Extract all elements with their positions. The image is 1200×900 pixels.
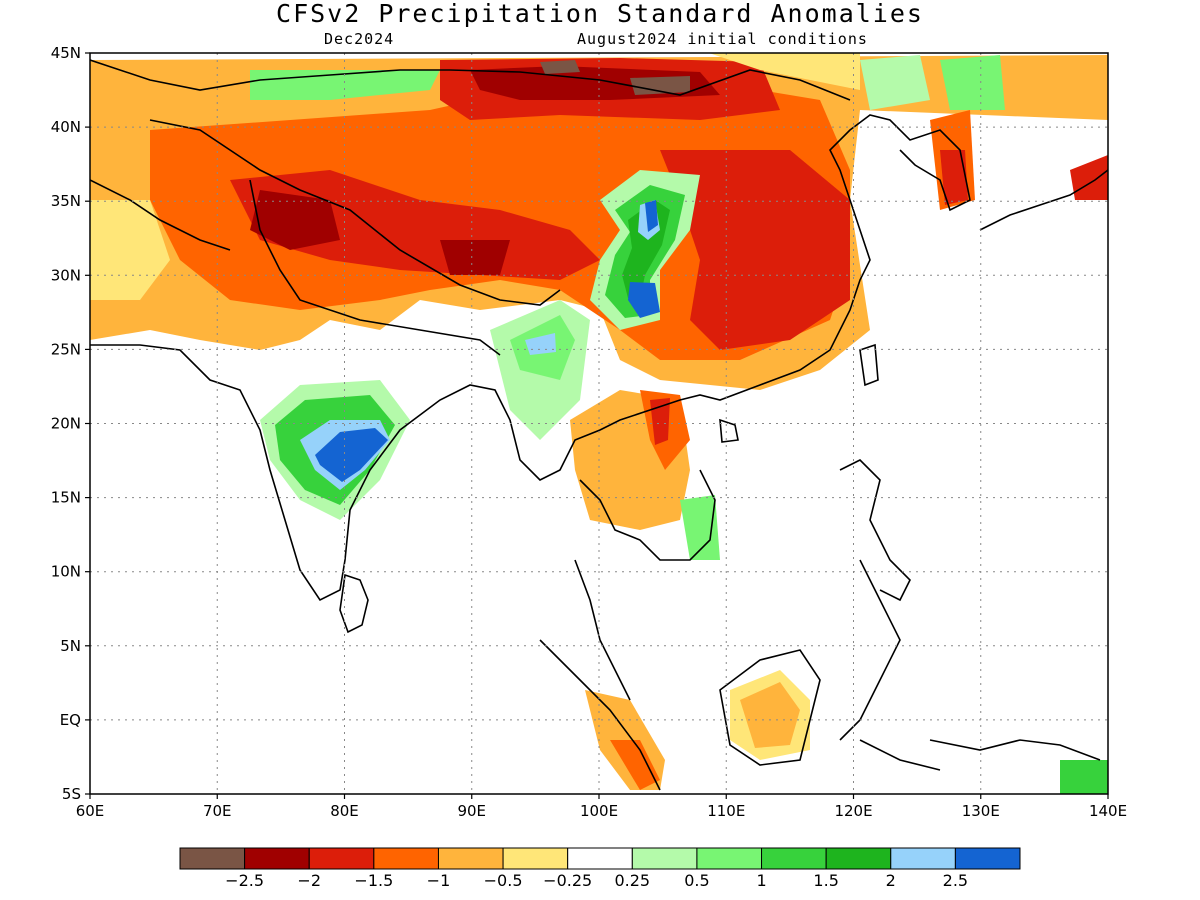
colorbar-swatch — [696, 847, 763, 870]
latitude-axis: 45N 40N 35N 30N 25N 20N 15N 10N 5N EQ 5S — [51, 44, 81, 803]
lon-tick-label: 110E — [707, 802, 745, 820]
lat-tick-label: 25N — [51, 340, 81, 358]
colorbar-swatch — [373, 847, 439, 870]
initial-conditions-label: August2024 initial conditions — [577, 30, 868, 48]
colorbar-swatch — [890, 847, 956, 870]
colorbar-swatch — [244, 847, 310, 870]
lat-lon-grid — [90, 53, 1108, 794]
lat-tick-label: 40N — [51, 118, 81, 136]
lat-tick-label: 15N — [51, 489, 81, 507]
chart-title: CFSv2 Precipitation Standard Anomalies — [276, 0, 924, 28]
colorbar — [179, 847, 1021, 870]
longitude-tick-marks — [89, 794, 1109, 799]
colorbar-tick-label: −1 — [427, 871, 451, 890]
colorbar-tick-label: 1 — [756, 871, 766, 890]
colorbar-swatch — [825, 847, 892, 870]
forecast-month-label: Dec2024 — [324, 30, 395, 48]
coastlines — [90, 59, 1108, 791]
lat-tick-label: 45N — [51, 44, 81, 62]
colorbar-tick-label: 2 — [886, 871, 896, 890]
map-plot-area — [90, 53, 1108, 794]
lon-tick-label: 80E — [330, 802, 359, 820]
colorbar-swatch — [308, 847, 375, 870]
colorbar-tick-label: −2 — [297, 871, 321, 890]
colorbar-tick-label: −0.5 — [484, 871, 523, 890]
colorbar-swatch — [631, 847, 698, 870]
colorbar-swatch — [567, 847, 633, 870]
colorbar-tick-label: −0.25 — [543, 871, 592, 890]
colorbar-labels: −2.5 −2 −1.5 −1 −0.5 −0.25 0.25 0.5 1 1.5 2 2.5 — [225, 871, 968, 890]
colorbar-tick-label: 0.5 — [684, 871, 709, 890]
lon-tick-label: 60E — [76, 802, 105, 820]
colorbar-swatch — [437, 847, 504, 870]
colorbar-swatch — [954, 847, 1021, 870]
lon-tick-label: 120E — [834, 802, 872, 820]
colorbar-tick-label: −2.5 — [225, 871, 264, 890]
lon-tick-label: 100E — [580, 802, 618, 820]
lon-tick-label: 90E — [457, 802, 486, 820]
lat-tick-label: 10N — [51, 563, 81, 581]
colorbar-tick-label: 0.25 — [614, 871, 650, 890]
colorbar-swatch — [502, 847, 569, 870]
lon-tick-label: 70E — [203, 802, 232, 820]
lon-tick-label: 130E — [962, 802, 1000, 820]
colorbar-tick-label: 1.5 — [813, 871, 838, 890]
lat-tick-label: 30N — [51, 266, 81, 284]
latitude-tick-marks — [85, 52, 90, 795]
lat-tick-label: EQ — [60, 711, 81, 729]
colorbar-tick-label: −1.5 — [354, 871, 393, 890]
colorbar-swatch — [179, 847, 246, 870]
lat-tick-label: 20N — [51, 415, 81, 433]
colorbar-swatch — [761, 847, 827, 870]
longitude-axis: 60E 70E 80E 90E 100E 110E 120E 130E 140E — [76, 802, 1127, 820]
lat-tick-label: 35N — [51, 192, 81, 210]
colorbar-tick-label: 2.5 — [943, 871, 968, 890]
lat-tick-label: 5S — [62, 785, 81, 803]
lon-tick-label: 140E — [1089, 802, 1127, 820]
lat-tick-label: 5N — [60, 637, 81, 655]
